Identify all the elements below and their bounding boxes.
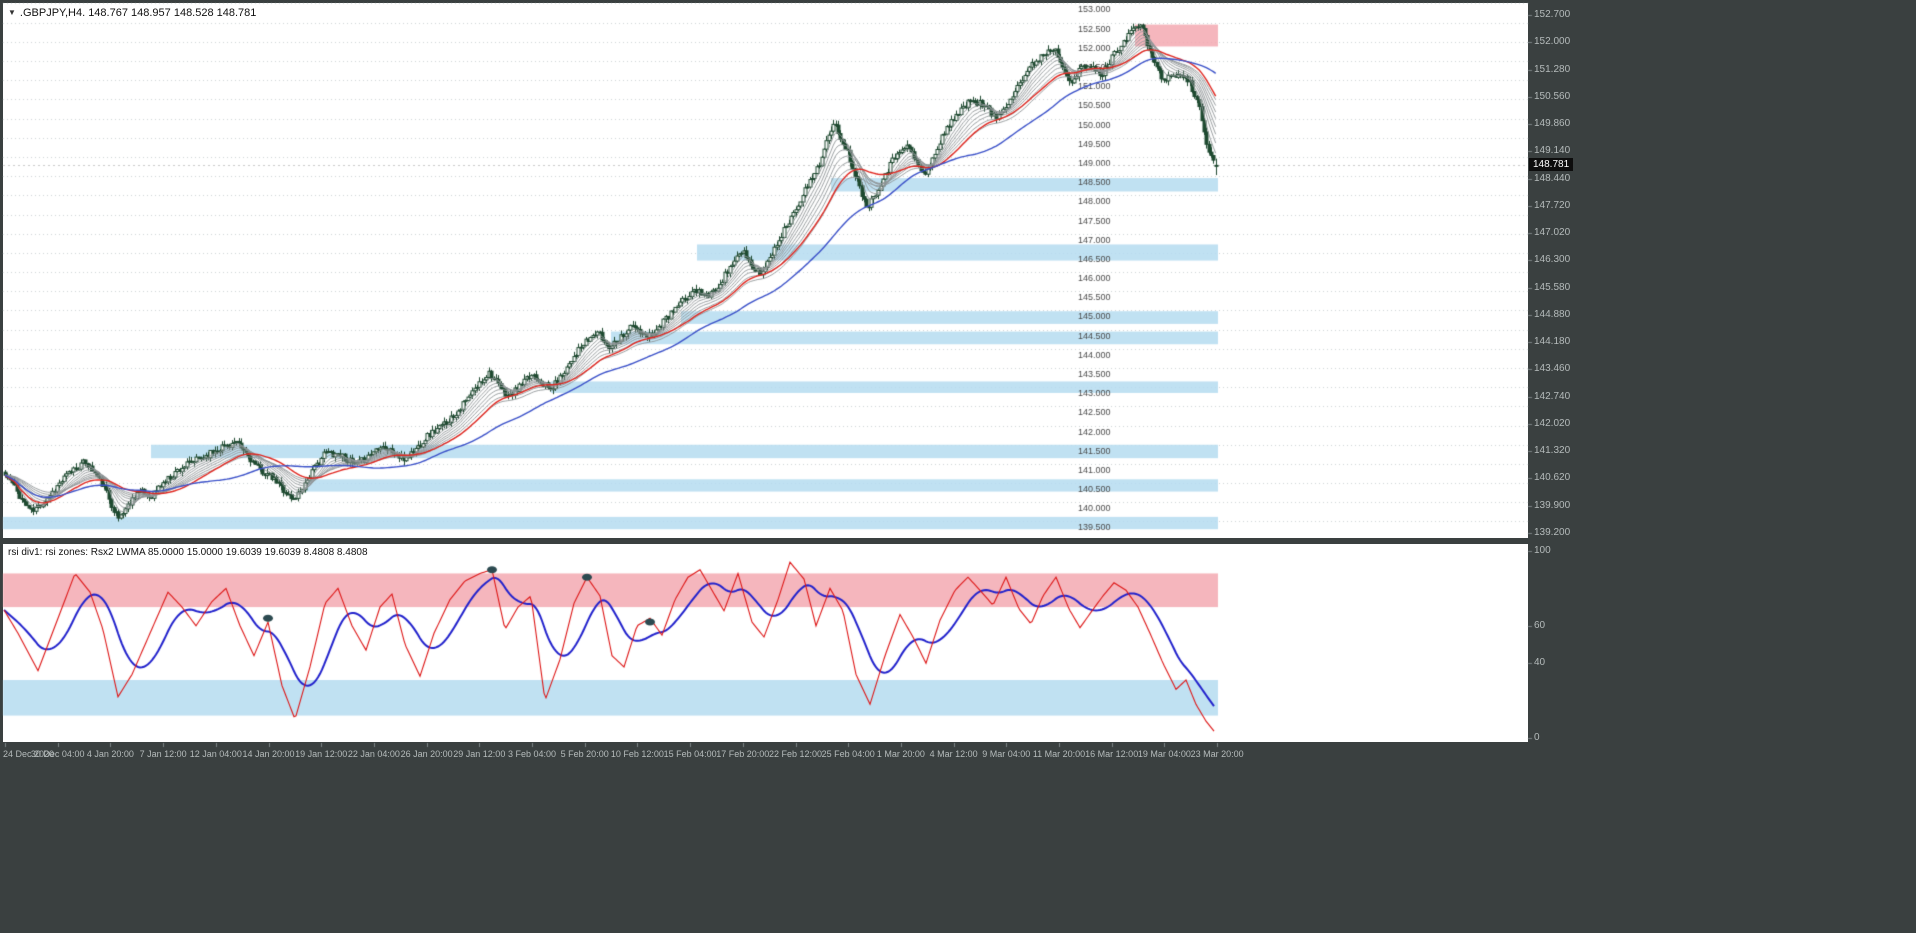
time-axis-label: 23 Mar 20:00 xyxy=(1190,749,1244,759)
price-axis-label: 150.560 xyxy=(1534,90,1571,102)
time-axis-label: 1 Mar 20:00 xyxy=(876,749,925,759)
current-price-tag: 148.781 xyxy=(1529,158,1574,172)
price-axis-label: 152.000 xyxy=(1534,36,1571,48)
time-axis-label: 4 Jan 20:00 xyxy=(86,749,134,759)
rsi-axis-label: 60 xyxy=(1534,619,1546,631)
price-axis-label: 143.460 xyxy=(1534,363,1571,375)
price-axis-label: 140.620 xyxy=(1534,472,1571,484)
price-axis-label: 147.020 xyxy=(1534,227,1571,239)
price-axis-label: 142.020 xyxy=(1534,417,1571,429)
time-axis-label: 30 Dec 04:00 xyxy=(30,749,85,759)
price-axis-label: 146.300 xyxy=(1534,254,1571,266)
time-axis-label: 10 Feb 12:00 xyxy=(610,749,664,759)
price-axis-label: 145.580 xyxy=(1534,281,1571,293)
panel-resize-divider[interactable] xyxy=(0,538,1916,544)
time-axis-label: 24 Dec 2020 xyxy=(3,749,55,759)
time-axis-label: 22 Jan 04:00 xyxy=(347,749,400,759)
price-axis-label: 139.900 xyxy=(1534,499,1571,511)
symbol-ohlc-label: .GBPJPY,H4. 148.767 148.957 148.528 148.… xyxy=(19,7,257,19)
time-axis-label: 4 Mar 12:00 xyxy=(929,749,978,759)
time-axis-label: 29 Jan 12:00 xyxy=(453,749,506,759)
time-axis-label: 11 Mar 20:00 xyxy=(1032,749,1086,759)
price-axis-label: 144.180 xyxy=(1534,336,1571,348)
time-axis-label: 3 Feb 04:00 xyxy=(507,749,557,759)
time-axis-label: 7 Jan 12:00 xyxy=(139,749,187,759)
time-axis-label: 5 Feb 20:00 xyxy=(560,749,609,759)
rsi-axis-label: 0 xyxy=(1534,732,1540,743)
price-axis-label: 142.740 xyxy=(1534,390,1571,402)
time-axis-label: 15 Feb 04:00 xyxy=(663,749,717,759)
time-axis-label: 14 Jan 20:00 xyxy=(242,749,295,759)
rsi-axis-label: 100 xyxy=(1534,545,1551,556)
price-axis-label: 149.860 xyxy=(1534,118,1571,130)
time-axis-label: 19 Jan 12:00 xyxy=(295,749,348,759)
symbol-info: ▼ .GBPJPY,H4. 148.767 148.957 148.528 148… xyxy=(8,7,256,19)
time-axis-label: 12 Jan 04:00 xyxy=(189,749,242,759)
price-axis-label: 139.200 xyxy=(1534,527,1571,538)
time-axis-label: 9 Mar 04:00 xyxy=(982,749,1031,759)
indicator-label: rsi div1: rsi zones: Rsx2 LWMA 85.0000 1… xyxy=(8,547,368,558)
price-axis-label: 148.440 xyxy=(1534,172,1571,184)
time-axis-label: 22 Feb 12:00 xyxy=(768,749,823,759)
price-axis-label: 147.720 xyxy=(1534,199,1571,211)
price-axis-label: 151.280 xyxy=(1534,63,1571,75)
price-axis-label: 144.880 xyxy=(1534,308,1571,320)
price-axis-label: 149.140 xyxy=(1534,145,1571,157)
price-axis-label: 141.320 xyxy=(1534,445,1571,457)
time-axis-label: 26 Jan 20:00 xyxy=(400,749,453,759)
time-axis-label: 19 Mar 04:00 xyxy=(1137,749,1191,759)
time-axis-label: 17 Feb 20:00 xyxy=(716,749,770,759)
chart-marker-icon: ▼ xyxy=(8,8,16,17)
time-axis-label: 25 Feb 04:00 xyxy=(821,749,875,759)
price-axis-label: 152.700 xyxy=(1534,9,1571,20)
time-axis-label: 16 Mar 12:00 xyxy=(1085,749,1139,759)
rsi-axis-label: 40 xyxy=(1534,657,1546,669)
